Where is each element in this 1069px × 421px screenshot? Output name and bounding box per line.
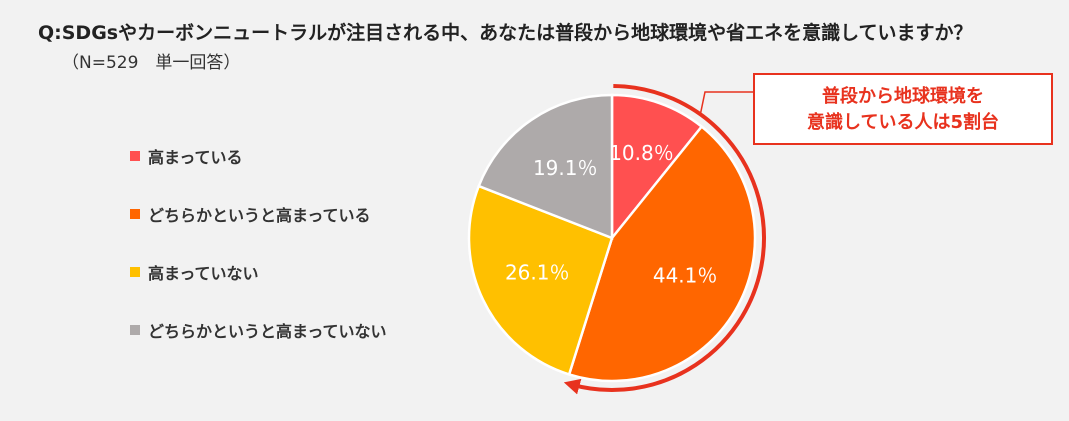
legend-swatch (130, 209, 140, 219)
pie-slice (567, 124, 757, 383)
annotation (563, 84, 766, 395)
legend-label: どちらかというと高まっている (148, 206, 371, 225)
legend-item: 高まっている (130, 144, 387, 168)
legend-swatch (130, 267, 140, 277)
legend-label: 高まっている (148, 148, 243, 167)
pie-slices (467, 93, 757, 383)
callout-leader-line (699, 91, 753, 115)
slice-label: 19.1％ (533, 156, 598, 180)
legend-label: 高まっていない (148, 264, 259, 283)
chart-title: Q:SDGsやカーボンニュートラルが注目される中、あなたは普段から地球環境や省エ… (38, 22, 973, 44)
callout-box: 普段から地球環境を 意識している人は5割台 (753, 73, 1053, 145)
callout-line: 普段から地球環境を (822, 86, 984, 107)
legend-item: 高まっていない (130, 260, 387, 284)
legend-item: どちらかというと高まっている (130, 202, 387, 226)
legend-swatch (130, 151, 140, 161)
chart-subtitle: （N=529 単一回答） (62, 53, 241, 73)
legend-item: どちらかというと高まっていない (130, 318, 387, 342)
slice-label: 26.1％ (505, 260, 570, 284)
slice-label: 10.8％ (609, 141, 674, 165)
pie-slice (467, 184, 614, 376)
highlight-arrow (563, 84, 766, 395)
pie-labels: 10.8％ 44.1％ 26.1％ 19.1％ (505, 141, 717, 288)
legend-label: どちらかというと高まっていない (148, 322, 387, 341)
pie-slice (610, 93, 704, 242)
legend-swatch (130, 325, 140, 335)
legend: 高まっている どちらかというと高まっている 高まっていない どちらかというと高ま… (130, 144, 387, 376)
slice-label: 44.1％ (653, 264, 718, 288)
callout-line: 意識している人は5割台 (807, 112, 999, 133)
pie-slice (477, 93, 614, 240)
